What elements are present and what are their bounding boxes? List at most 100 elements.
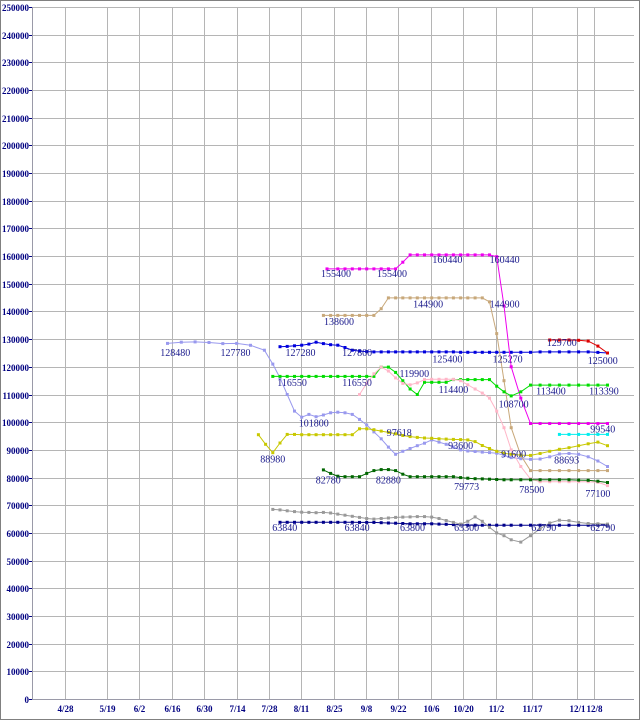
y-axis-tick-label: 10000 xyxy=(7,667,30,677)
series-marker-olive xyxy=(509,452,513,456)
series-marker-tan xyxy=(365,313,369,317)
series-marker-olive xyxy=(557,447,561,451)
series-marker-blue-upper xyxy=(278,345,282,349)
x-axis-tick-label: 10/20 xyxy=(453,704,474,714)
x-axis-tick-label: 8/25 xyxy=(326,704,343,714)
series-marker-periwinkle-a xyxy=(480,450,484,454)
series-marker-olive xyxy=(466,438,470,442)
series-marker-gray xyxy=(372,517,376,521)
series-marker-green-dark xyxy=(548,478,552,482)
series-marker-gray xyxy=(502,534,506,538)
y-axis-tick-labels: 2500002400002300002200002100002000001900… xyxy=(2,3,30,705)
series-marker-green-bright xyxy=(423,380,426,384)
series-marker-red xyxy=(596,344,600,348)
series-marker-pink-light xyxy=(495,409,499,413)
series-marker-cyan xyxy=(586,432,590,436)
series-marker-magenta xyxy=(394,267,398,271)
series-marker-green-bright xyxy=(557,383,561,387)
series-marker-green-bright xyxy=(336,374,340,378)
y-axis-tick-label: 170000 xyxy=(2,224,30,234)
series-marker-navy-lower xyxy=(430,522,434,526)
series-marker-green-dark xyxy=(401,472,405,476)
series-marker-tan xyxy=(394,296,398,300)
data-value-label: 82780 xyxy=(316,476,341,487)
series-marker-gray xyxy=(466,519,470,523)
series-marker-green-dark xyxy=(480,477,484,481)
series-marker-olive xyxy=(519,453,523,457)
series-marker-blue-upper xyxy=(577,350,581,354)
series-marker-magenta xyxy=(577,422,581,425)
series-marker-gray xyxy=(538,527,542,531)
series-marker-pink-light xyxy=(430,377,434,381)
data-value-label: 62790 xyxy=(531,523,556,534)
series-marker-green-dark xyxy=(415,475,419,479)
data-value-label: 144900 xyxy=(490,299,520,310)
series-marker-blue-upper xyxy=(430,350,434,354)
series-marker-tan xyxy=(509,426,513,430)
series-marker-blue-upper xyxy=(519,350,523,354)
series-marker-periwinkle-a xyxy=(451,445,455,449)
series-marker-olive xyxy=(401,434,405,437)
series-marker-tan xyxy=(567,469,571,473)
data-value-label: 82880 xyxy=(376,476,401,487)
series-marker-blue-upper xyxy=(401,350,405,354)
series-marker-green-dark xyxy=(437,475,441,479)
series-marker-navy-lower xyxy=(336,520,340,524)
data-value-label: 116550 xyxy=(277,378,307,389)
series-marker-magenta xyxy=(548,422,552,425)
series-marker-blue-upper xyxy=(321,342,325,346)
series-marker-periwinkle-a xyxy=(596,459,600,463)
series-marker-green-dark xyxy=(466,476,470,480)
data-value-label: 129700 xyxy=(547,338,577,349)
series-marker-tan xyxy=(473,296,477,300)
series-marker-periwinkle-a xyxy=(488,451,491,455)
series-line-olive xyxy=(258,428,608,456)
series-marker-olive xyxy=(271,451,275,455)
data-value-label: 128480 xyxy=(160,348,190,359)
series-marker-blue-upper xyxy=(509,350,513,354)
series-marker-green-dark xyxy=(538,478,542,482)
series-marker-periwinkle-a xyxy=(430,438,434,442)
series-marker-gray xyxy=(350,514,354,518)
series-marker-periwinkle-a xyxy=(314,415,318,419)
y-axis-tick-label: 120000 xyxy=(2,363,30,373)
series-marker-pink-light xyxy=(365,381,369,385)
series-marker-periwinkle-a xyxy=(179,340,183,344)
series-marker-magenta xyxy=(451,253,455,257)
series-marker-blue-upper xyxy=(307,342,311,346)
series-marker-tan xyxy=(451,296,455,300)
series-marker-navy-lower xyxy=(548,523,552,527)
series-marker-cyan xyxy=(567,432,571,436)
series-marker-green-bright xyxy=(386,365,390,369)
series-marker-gray xyxy=(293,510,296,514)
series-marker-olive xyxy=(488,447,491,450)
series-marker-blue-upper xyxy=(538,350,542,354)
series-marker-green-bright xyxy=(343,374,347,378)
series-marker-green-dark xyxy=(567,478,571,482)
series-marker-olive xyxy=(473,440,477,444)
series-marker-periwinkle-a xyxy=(473,450,477,453)
series-marker-olive xyxy=(379,429,383,433)
data-value-label: 78500 xyxy=(519,485,544,496)
y-axis-tick-label: 70000 xyxy=(7,501,30,511)
series-marker-magenta xyxy=(343,267,347,271)
series-marker-blue-upper xyxy=(495,350,499,354)
series-marker-pink-light xyxy=(567,480,571,484)
series-marker-green-dark xyxy=(586,478,590,482)
y-axis-tick-label: 110000 xyxy=(2,391,29,401)
series-marker-pink-light xyxy=(372,372,376,376)
series-marker-blue-upper xyxy=(336,343,340,347)
series-marker-tan xyxy=(430,296,434,300)
x-axis-tick-label: 6/16 xyxy=(164,704,181,714)
series-marker-blue-upper xyxy=(358,349,361,353)
series-marker-tan xyxy=(321,313,325,317)
series-marker-magenta xyxy=(502,304,506,308)
series-marker-magenta xyxy=(488,253,491,257)
series-marker-periwinkle-a xyxy=(519,457,523,461)
series-marker-gray xyxy=(365,517,369,520)
series-marker-magenta xyxy=(386,267,390,271)
series-line-gray xyxy=(272,508,608,543)
series-marker-gray xyxy=(314,511,318,515)
series-marker-gray xyxy=(394,515,398,519)
